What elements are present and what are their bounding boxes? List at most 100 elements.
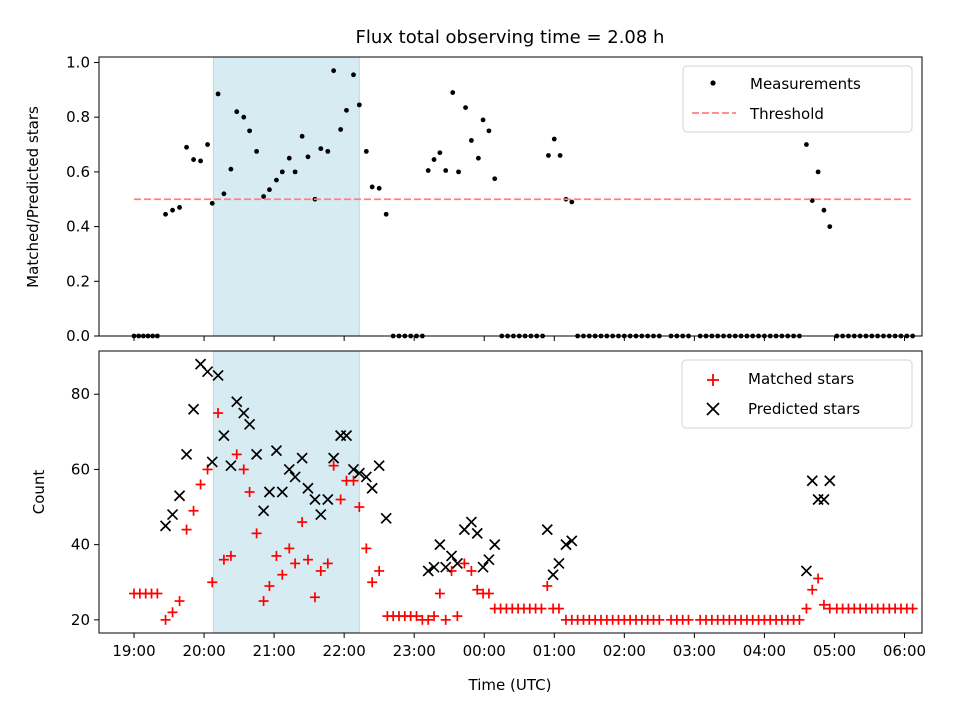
predicted-star-point: [289, 471, 301, 483]
top-y-axis: 0.0 0.2 0.4 0.6 0.8 1.0: [66, 53, 99, 345]
x-tick-label: 23:00: [393, 642, 436, 660]
measurement-point: [205, 142, 210, 147]
measurement-point: [551, 136, 557, 142]
matched-star-point: [553, 603, 564, 614]
matched-star-point: [459, 558, 470, 569]
bottom-y-axis: 20 40 60 80: [71, 385, 99, 629]
predicted-star-point: [322, 493, 334, 506]
top-plot-frame: [98, 56, 923, 337]
matched-star-point: [654, 614, 665, 625]
x-tick-label: 05:00: [813, 642, 856, 660]
measurement-point: [463, 105, 468, 111]
predicted-star-point: [483, 554, 495, 566]
predicted-star-point: [201, 366, 214, 378]
matched-star-point: [446, 565, 457, 576]
x-tick-label: 03:00: [673, 642, 716, 660]
bottom-y-axis-label: Count: [30, 470, 48, 515]
predicted-star-point: [422, 565, 434, 577]
bottom-panel: 20 40 60 80 19:00 20:00 21:00 22:00 23:00 00:00 0…: [30, 350, 926, 694]
predicted-star-point: [309, 493, 321, 506]
measurement-point: [170, 207, 175, 213]
predicted-star-point: [218, 429, 230, 442]
matched-star-point: [354, 502, 365, 513]
matched-star-point: [238, 464, 249, 475]
matched-star-point: [302, 554, 313, 565]
legend-threshold-label: Threshold: [749, 105, 824, 123]
measurement-point: [299, 133, 305, 139]
measurement-point: [191, 157, 196, 162]
matched-star-point: [188, 505, 199, 516]
legend-matched-marker: [707, 374, 719, 386]
predicted-star-point: [315, 508, 327, 521]
measurement-point: [450, 90, 456, 95]
matched-star-point: [335, 494, 346, 505]
matched-star-point: [218, 554, 229, 565]
matched-star-point: [472, 584, 483, 595]
x-tick-label: 22:00: [323, 642, 366, 660]
matched-star-point: [297, 517, 308, 528]
y-tick-label: 60: [71, 460, 90, 478]
predicted-star-point: [465, 516, 477, 528]
matched-star-point: [683, 614, 694, 625]
measurement-point: [254, 148, 259, 154]
y-tick-label: 1.0: [66, 53, 90, 71]
y-tick-label: 20: [71, 611, 90, 629]
predicted-star-point: [159, 520, 172, 532]
predicted-star-point: [231, 396, 243, 408]
predicted-star-point: [238, 407, 250, 419]
measurement-point: [456, 169, 461, 175]
matched-star-point: [466, 565, 477, 576]
predicted-star-point: [166, 508, 179, 521]
matched-star-point: [244, 487, 255, 497]
measurement-point: [241, 114, 247, 120]
measurement-point: [198, 158, 203, 164]
measurement-point: [247, 128, 252, 134]
predicted-star-point: [243, 418, 256, 430]
measurement-point: [369, 184, 375, 190]
matched-star-point: [207, 577, 218, 588]
predicted-star-point: [225, 460, 237, 472]
predicted-star-point: [328, 452, 340, 464]
measurement-point: [177, 205, 182, 210]
measurement-point: [569, 199, 575, 205]
measurement-point: [486, 128, 492, 134]
matched-star-point: [328, 460, 339, 471]
matched-star-point: [907, 603, 918, 614]
matched-star-point: [536, 603, 547, 614]
measurement-point: [279, 169, 285, 175]
matched-star-point: [167, 607, 178, 618]
measurement-point: [325, 148, 331, 154]
predicted-star-point: [380, 512, 392, 524]
measurement-point: [344, 107, 349, 113]
measurement-point: [383, 211, 389, 217]
measurement-point: [827, 224, 833, 229]
predicted-star-point: [347, 463, 360, 476]
predicted-star-point: [566, 535, 578, 547]
bottom-x-axis: 19:00 20:00 21:00 22:00 23:00 00:00 01:00 02:00…: [112, 633, 926, 660]
matched-star-point: [264, 581, 275, 591]
matched-star-point: [160, 614, 171, 625]
legend-measurements-marker: [710, 80, 716, 86]
matched-star-point: [361, 543, 372, 554]
y-tick-label: 40: [71, 536, 90, 554]
measurement-point: [815, 169, 821, 175]
matched-star-point: [315, 565, 326, 576]
measurement-point: [480, 117, 486, 123]
matched-star-point: [483, 588, 494, 599]
predicted-star-point: [276, 486, 288, 498]
predicted-star-point: [553, 557, 565, 570]
predicted-star-point: [187, 403, 200, 415]
matched-star-point: [801, 603, 812, 614]
matched-star-point: [440, 614, 451, 625]
matched-star-point: [277, 569, 288, 580]
x-tick-label: 04:00: [743, 642, 786, 660]
x-tick-label: 01:00: [533, 642, 576, 660]
measurement-point: [351, 72, 356, 78]
predicted-star-point: [302, 482, 314, 494]
measurement-point: [338, 127, 344, 132]
predicted-star-point: [471, 527, 483, 539]
predicted-star-point: [257, 505, 270, 517]
matched-star-point: [423, 614, 434, 625]
x-tick-label: 21:00: [252, 642, 295, 660]
matched-star-point: [152, 588, 163, 599]
